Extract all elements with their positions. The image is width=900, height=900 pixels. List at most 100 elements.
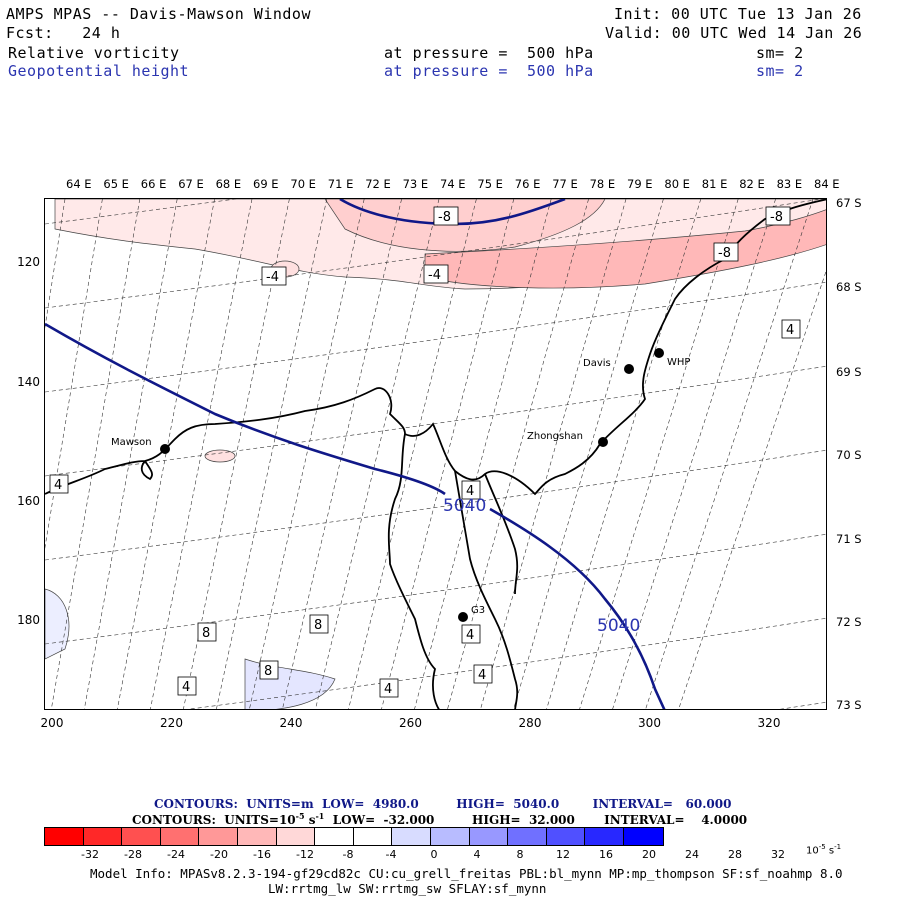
longitude-label: 77 E xyxy=(552,177,578,191)
vorticity-label-text: 8 xyxy=(202,626,210,641)
vorticity-contour-label: 4 xyxy=(781,319,801,339)
meridian-line xyxy=(150,199,253,709)
colorbar-cell xyxy=(392,828,431,845)
x-tick-label: 280 xyxy=(518,716,542,730)
parallel-line xyxy=(45,366,826,477)
meridian-line xyxy=(45,199,103,550)
longitude-label: 70 E xyxy=(290,177,316,191)
vorticity-label-text: 4 xyxy=(182,680,190,695)
contours-vort-exp2: -1 xyxy=(315,811,325,821)
shade-pos4-west xyxy=(45,588,70,660)
colorbar-cell xyxy=(430,828,470,845)
field1-smooth: sm= 2 xyxy=(756,44,804,62)
whp-marker[interactable] xyxy=(654,348,664,358)
height-contour-labels: 5040 5040 xyxy=(443,496,640,636)
meridian-line xyxy=(414,199,552,709)
longitude-label: 80 E xyxy=(664,177,690,191)
longitude-label: 79 E xyxy=(627,177,653,191)
vorticity-label-text: -8 xyxy=(718,246,731,261)
y-tick-label: 180 xyxy=(17,613,40,627)
longitude-label: 71 E xyxy=(327,177,354,191)
colorbar-label: -32 xyxy=(81,848,99,861)
map-panel[interactable]: Mawson Davis WHP Zhongshan G3 -8 -8 -4 -4 -8… xyxy=(44,198,827,710)
colorbar-cell xyxy=(353,828,393,845)
longitude-label: 82 E xyxy=(739,177,765,191)
contours-vort-s: s xyxy=(304,813,316,827)
mawson-marker[interactable] xyxy=(160,444,170,454)
colorbar-label: 28 xyxy=(728,848,742,861)
meridian-line xyxy=(678,270,826,709)
x-tick-label: 240 xyxy=(279,716,303,730)
latitude-label: 70 S xyxy=(836,448,862,462)
x-tick-label: 200 xyxy=(40,716,64,730)
longitude-label: 68 E xyxy=(215,177,242,191)
field2-pressure: at pressure = 500 hPa xyxy=(384,62,594,80)
longitude-label: 83 E xyxy=(776,177,803,191)
forecast-hour: Fcst: 24 h xyxy=(6,24,121,42)
longitude-label: 69 E xyxy=(253,177,279,191)
init-time: Init: 00 UTC Tue 13 Jan 26 xyxy=(614,5,862,23)
vorticity-label-text: 4 xyxy=(786,323,794,338)
colorbar-label: 0 xyxy=(430,848,438,861)
x-tick-label: 260 xyxy=(399,716,422,730)
meridian-line xyxy=(315,199,440,709)
colorbar-cell xyxy=(160,828,200,845)
meridian-line xyxy=(45,199,66,329)
parallel-line xyxy=(45,450,826,561)
plot-title: AMPS MPAS -- Davis-Mawson Window xyxy=(6,5,311,23)
model-info-line1: Model Info: MPASv8.2.3-194-gf29cd82c CU:… xyxy=(90,866,843,881)
vorticity-contour-label: 8 xyxy=(259,660,279,680)
colorbar-unit-exp: -5 xyxy=(818,843,826,851)
vorticity-label-text: 4 xyxy=(466,628,474,643)
vorticity-label-text: -8 xyxy=(770,210,783,225)
model-info-line2: LW:rrtmg_lw SW:rrtmg_sw SFLAY:sf_mynn xyxy=(268,881,547,896)
g3-marker[interactable] xyxy=(458,612,468,622)
latitude-label: 67 S xyxy=(836,196,862,210)
latitude-label: 72 S xyxy=(836,615,862,629)
longitude-label: 84 E xyxy=(814,177,840,191)
vorticity-label-text: -4 xyxy=(428,268,441,283)
meridian-line xyxy=(612,199,776,709)
davis-label: Davis xyxy=(583,358,611,369)
meridian-line xyxy=(579,199,739,709)
vorticity-contour-label: 4 xyxy=(49,474,69,494)
colorbar-label: 12 xyxy=(556,848,570,861)
y-tick-label: 140 xyxy=(17,375,40,389)
vorticity-label-text: 4 xyxy=(478,668,486,683)
meridian-line xyxy=(282,199,402,709)
longitude-label: 72 E xyxy=(365,177,391,191)
colorbar-label: -12 xyxy=(296,848,314,861)
meridian-line xyxy=(117,199,215,709)
latitude-label: 69 S xyxy=(836,365,862,379)
vorticity-contour-label: -8 xyxy=(713,242,739,262)
colorbar-cell xyxy=(585,828,624,845)
shade-neg8-band xyxy=(424,209,826,289)
vorticity-label-text: 4 xyxy=(384,682,392,697)
meridian-line xyxy=(513,199,664,709)
longitude-label: 65 E xyxy=(103,177,129,191)
colorbar-cell xyxy=(546,828,586,845)
field1-pressure: at pressure = 500 hPa xyxy=(384,44,594,62)
longitude-label: 73 E xyxy=(402,177,429,191)
longitude-label: 76 E xyxy=(514,177,541,191)
meridian-line xyxy=(546,199,702,709)
vorticity-contour-label: 4 xyxy=(461,480,481,500)
colorbar-cell xyxy=(83,828,123,845)
meridian-line xyxy=(249,199,365,709)
vorticity-label-text: 4 xyxy=(466,484,474,499)
meridian-line xyxy=(51,199,141,709)
shade-small-neg xyxy=(204,449,236,463)
colorbar-cell xyxy=(237,828,277,845)
contours-vort-units: CONTOURS: UNITS=10 xyxy=(132,813,296,827)
x-tick-label: 300 xyxy=(638,716,661,730)
vorticity-label-text: 4 xyxy=(54,478,62,493)
shade-neg8-north xyxy=(324,199,606,252)
vorticity-contour-label: 4 xyxy=(177,676,197,696)
colorbar-label: 16 xyxy=(599,848,613,861)
zhongshan-marker[interactable] xyxy=(598,437,608,447)
colorbar-unit-base: 10 xyxy=(806,845,819,857)
vorticity-contour-label: 4 xyxy=(461,624,481,644)
colorbar-label: -8 xyxy=(342,848,354,861)
davis-marker[interactable] xyxy=(624,364,634,374)
y-tick-label: 160 xyxy=(17,494,40,508)
